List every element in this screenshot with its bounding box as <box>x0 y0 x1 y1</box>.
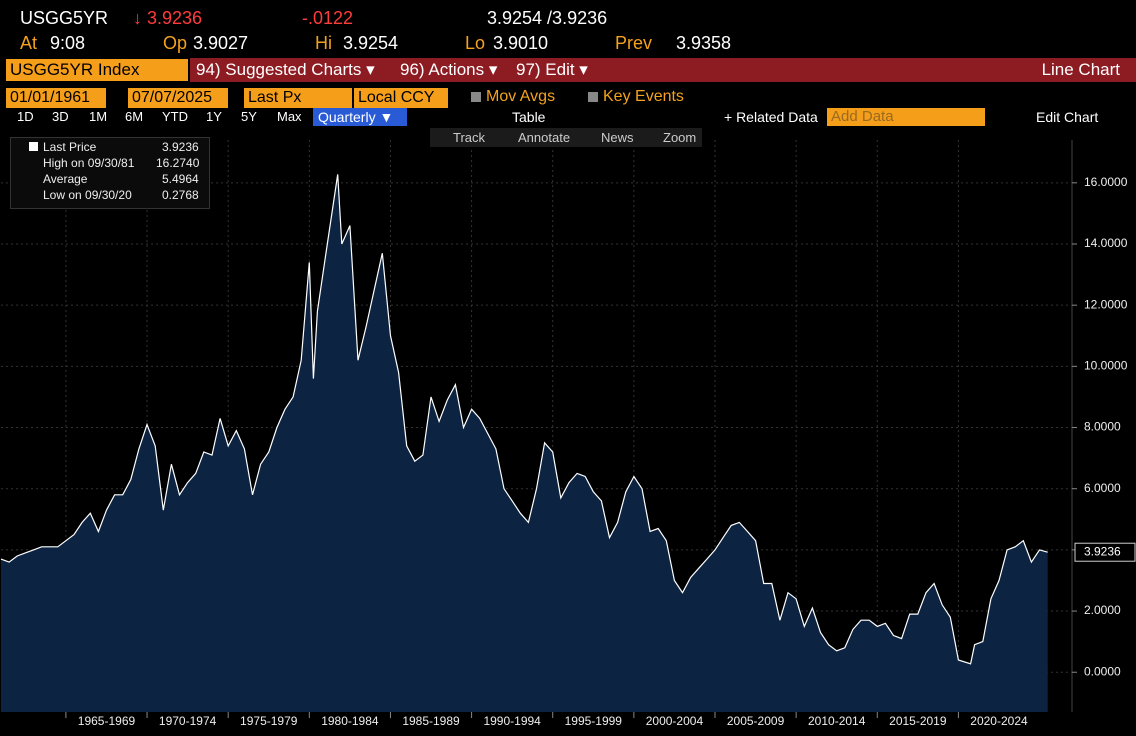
field-value: 3.9027 <box>193 33 249 53</box>
period-button[interactable]: 5Y <box>241 109 257 124</box>
legend-label: High on 09/30/81 <box>43 156 135 170</box>
bid-ask: 3.9254 /3.9236 <box>487 8 608 28</box>
field-value: 9:08 <box>50 33 86 53</box>
table-button[interactable]: Table <box>512 109 546 125</box>
legend-value: 5.4964 <box>162 172 199 186</box>
ticker: USGG5YR <box>20 8 109 28</box>
x-tick-label: 2005-2009 <box>727 714 785 728</box>
period-button[interactable]: Max <box>277 109 302 124</box>
field-label: Lo <box>465 33 486 53</box>
tool[interactable]: News <box>601 130 634 145</box>
checkbox <box>471 92 481 102</box>
period-button[interactable]: 3D <box>52 109 69 124</box>
chart-kind[interactable]: Line Chart <box>1041 60 1120 79</box>
edit-chart[interactable]: Edit Chart <box>1036 109 1099 125</box>
field-label: Prev <box>615 33 653 53</box>
field-label: Op <box>163 33 188 53</box>
legend-label: Last Price <box>43 140 97 154</box>
legend-swatch <box>29 142 38 151</box>
period-button[interactable]: YTD <box>162 109 188 124</box>
legend-label: Average <box>43 172 88 186</box>
y-tick-label: 6.0000 <box>1084 481 1121 495</box>
period-button[interactable]: 1M <box>89 109 108 124</box>
period-button[interactable]: 6M <box>125 109 144 124</box>
x-tick-label: 1990-1994 <box>483 714 541 728</box>
menu-item[interactable]: 94) Suggested Charts ▾ <box>196 60 375 79</box>
legend-value: 3.9236 <box>162 140 199 154</box>
menu-item[interactable]: 97) Edit ▾ <box>516 60 588 79</box>
y-tick-label: 10.0000 <box>1084 359 1128 373</box>
last-value-box <box>1074 542 1136 562</box>
related-data[interactable]: + Related Data <box>724 109 818 125</box>
x-tick-label: 1965-1969 <box>78 714 136 728</box>
period-button[interactable]: 1Y <box>206 109 222 124</box>
checkbox <box>588 92 598 102</box>
y-tick-label: 8.0000 <box>1084 420 1121 434</box>
field-value: 3.9254 <box>343 33 399 53</box>
toggle[interactable]: Key Events <box>603 88 684 105</box>
field-value: 3.9010 <box>493 33 549 53</box>
start-date[interactable]: 01/01/1961 <box>6 88 106 108</box>
last-value-label: 3.9236 <box>1084 544 1121 558</box>
x-tick-label: 1970-1974 <box>159 714 217 728</box>
end-date[interactable]: 07/07/2025 <box>128 88 228 108</box>
y-tick-label: 0.0000 <box>1084 664 1121 678</box>
toggle[interactable]: Mov Avgs <box>486 88 556 105</box>
frequency[interactable]: Quarterly ▼ <box>313 108 407 126</box>
legend-label: Low on 09/30/20 <box>43 188 132 202</box>
x-tick-label: 1985-1989 <box>402 714 460 728</box>
security[interactable]: USGG5YR Index <box>6 59 188 81</box>
y-tick-label: 2.0000 <box>1084 603 1121 617</box>
y-tick-label: 12.0000 <box>1084 297 1128 311</box>
field-value: 3.9358 <box>676 33 732 53</box>
area <box>1 174 1048 712</box>
menu-bar <box>190 58 1136 82</box>
x-tick-label: 1980-1984 <box>321 714 379 728</box>
x-tick-label: 2000-2004 <box>646 714 704 728</box>
legend-value: 0.2768 <box>162 188 199 202</box>
field[interactable]: Last Px <box>244 88 352 108</box>
x-tick-label: 1995-1999 <box>565 714 623 728</box>
line <box>0 174 1048 665</box>
tool-bar <box>430 128 702 147</box>
tool[interactable]: Annotate <box>518 130 571 145</box>
field-label: At <box>20 33 38 53</box>
x-tick-label: 2020-2024 <box>970 714 1028 728</box>
legend-value: 16.2740 <box>156 156 200 170</box>
tool[interactable]: Zoom <box>663 130 697 145</box>
period-button[interactable]: 1D <box>17 109 34 124</box>
x-tick-label: 2015-2019 <box>889 714 947 728</box>
x-tick-label: 2010-2014 <box>808 714 866 728</box>
y-tick-label: 14.0000 <box>1084 236 1128 250</box>
x-tick-label: 1975-1979 <box>240 714 298 728</box>
y-tick-label: 16.0000 <box>1084 175 1128 189</box>
add-data[interactable]: Add Data <box>827 108 985 126</box>
currency[interactable]: Local CCY <box>354 88 448 108</box>
last-price: ↓ 3.9236 <box>133 8 203 28</box>
change: -.0122 <box>302 8 354 28</box>
menu-item[interactable]: 96) Actions ▾ <box>400 60 498 79</box>
tool[interactable]: Track <box>453 130 486 145</box>
legend <box>10 137 210 209</box>
field-label: Hi <box>315 33 332 53</box>
